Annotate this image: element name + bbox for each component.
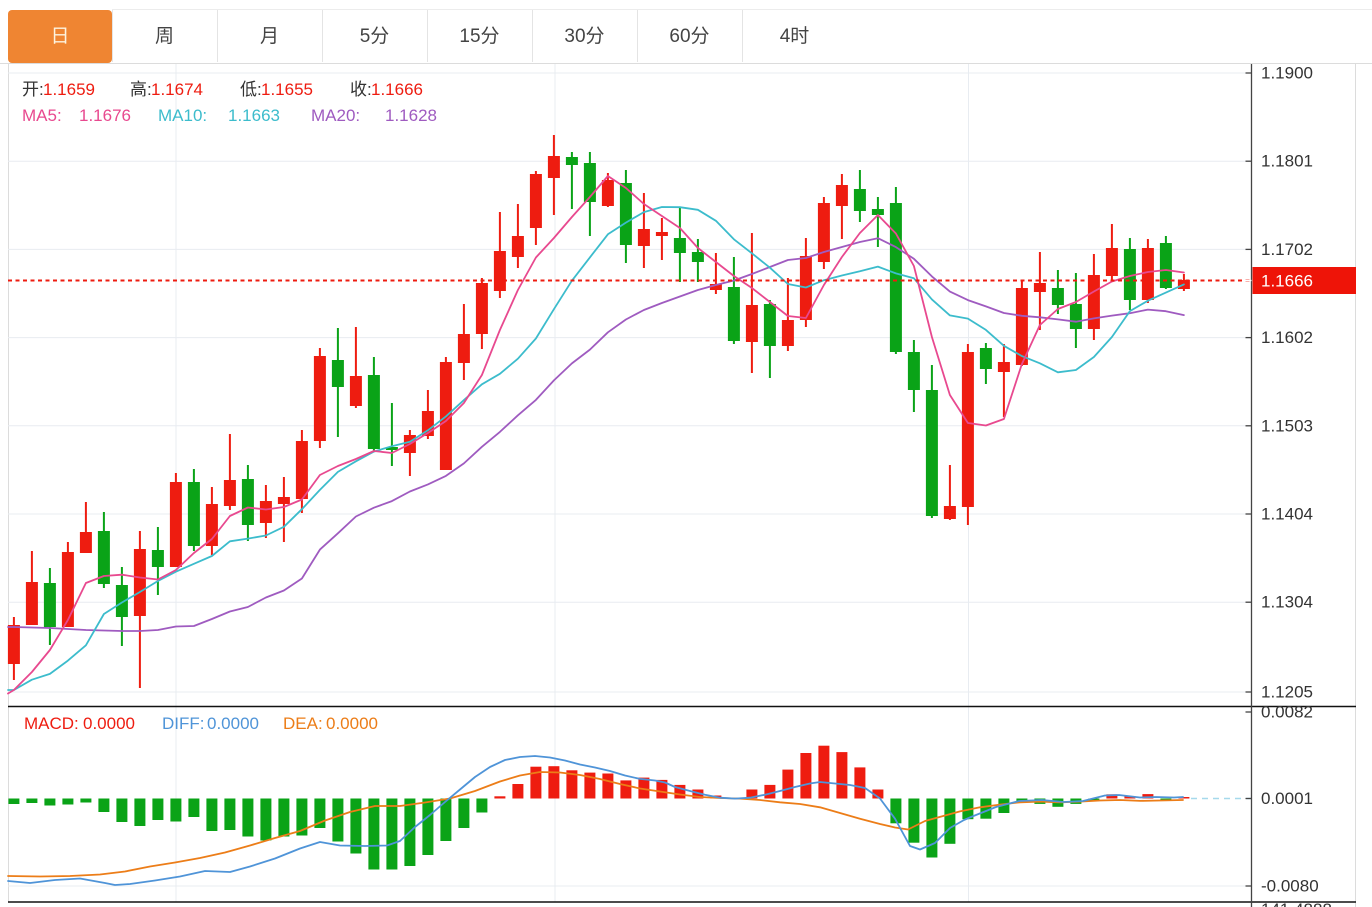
svg-text:1.1702: 1.1702 [1261,240,1313,259]
svg-text:1.1304: 1.1304 [1261,593,1313,612]
svg-text:1.1676: 1.1676 [79,106,131,125]
svg-text:1.1663: 1.1663 [228,106,280,125]
svg-text:1.1602: 1.1602 [1261,328,1313,347]
svg-text:1.1666: 1.1666 [371,80,423,99]
svg-text:1.1674: 1.1674 [151,80,203,99]
svg-text:141.4888: 141.4888 [1261,900,1332,907]
svg-text:0.0001: 0.0001 [1261,789,1313,808]
svg-text:1.1655: 1.1655 [261,80,313,99]
svg-text:MACD:: MACD: [24,714,79,733]
svg-text:0.0000: 0.0000 [207,714,259,733]
svg-text:DIFF:: DIFF: [162,714,205,733]
svg-text:1.1404: 1.1404 [1261,505,1313,524]
svg-text:MA5:: MA5: [22,106,62,125]
svg-text:1.1666: 1.1666 [1261,272,1313,291]
svg-text:0.0082: 0.0082 [1261,703,1313,722]
svg-text:-0.0080: -0.0080 [1261,877,1319,896]
svg-text:MA20:: MA20: [311,106,360,125]
svg-text:0.0000: 0.0000 [83,714,135,733]
svg-text:1.1205: 1.1205 [1261,683,1313,702]
svg-text:1.1801: 1.1801 [1261,152,1313,171]
svg-text:0.0000: 0.0000 [326,714,378,733]
svg-text:高:: 高: [130,80,152,99]
svg-text:DEA:: DEA: [283,714,323,733]
svg-text:1.1628: 1.1628 [385,106,437,125]
svg-text:1.1503: 1.1503 [1261,416,1313,435]
svg-text:开:: 开: [22,80,44,99]
svg-text:MA10:: MA10: [158,106,207,125]
svg-text:收:: 收: [350,80,372,99]
svg-text:低:: 低: [240,80,262,99]
svg-text:1.1900: 1.1900 [1261,64,1313,83]
svg-text:1.1659: 1.1659 [43,80,95,99]
